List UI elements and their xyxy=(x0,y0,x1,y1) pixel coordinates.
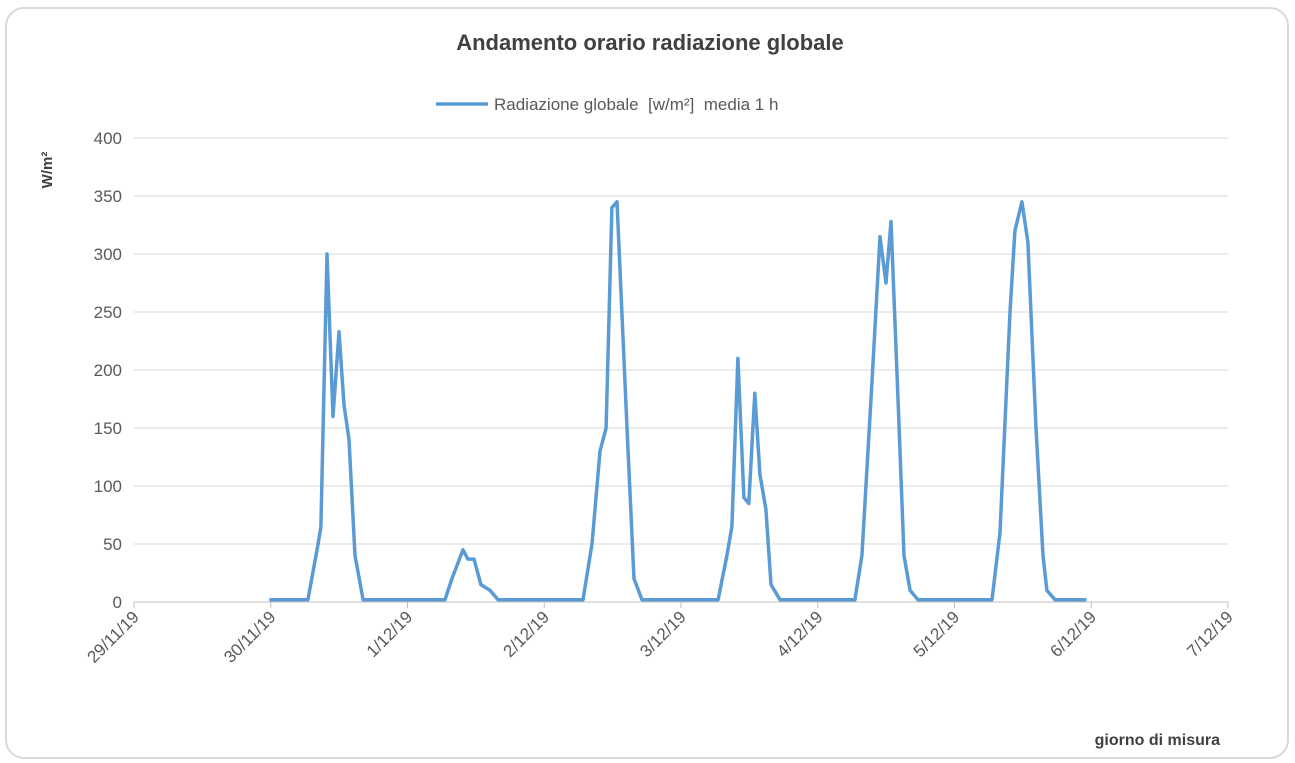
y-tick-label: 0 xyxy=(113,593,122,612)
y-tick-label: 100 xyxy=(94,477,122,496)
y-tick-label: 200 xyxy=(94,361,122,380)
data-line xyxy=(269,200,1087,602)
y-tick-label: 250 xyxy=(94,303,122,322)
legend-label: Radiazione globale [w/m²] media 1 h xyxy=(494,95,778,114)
y-tick-label: 350 xyxy=(94,187,122,206)
y-axis-label: W/m² xyxy=(39,152,56,189)
y-tick-label: 150 xyxy=(94,419,122,438)
y-tick-label: 400 xyxy=(94,129,122,148)
y-tick-label: 50 xyxy=(103,535,122,554)
x-axis-label: giorno di misura xyxy=(1095,732,1220,749)
chart-title: Andamento orario radiazione globale xyxy=(456,30,844,55)
y-tick-label: 300 xyxy=(94,245,122,264)
